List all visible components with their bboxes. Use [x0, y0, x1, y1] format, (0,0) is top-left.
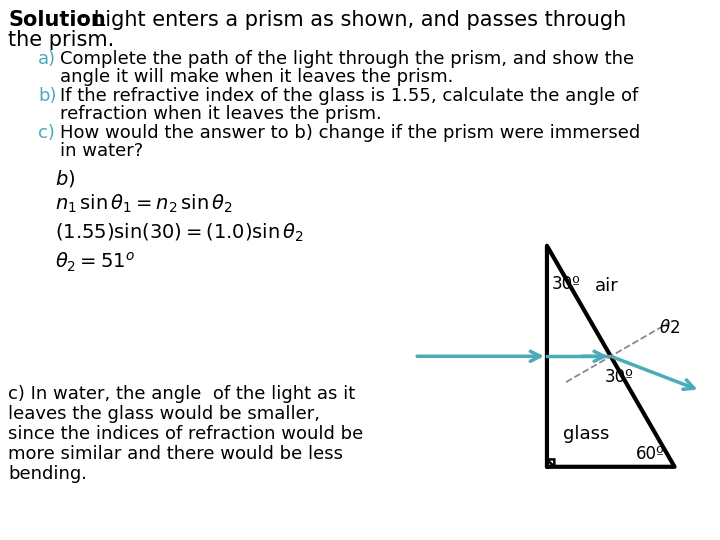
- Text: $\theta$2: $\theta$2: [659, 319, 680, 338]
- Text: c) In water, the angle  of the light as it: c) In water, the angle of the light as i…: [8, 385, 355, 403]
- Text: If the refractive index of the glass is 1.55, calculate the angle of: If the refractive index of the glass is …: [60, 87, 638, 105]
- Text: refraction when it leaves the prism.: refraction when it leaves the prism.: [60, 105, 382, 123]
- Text: b): b): [38, 87, 56, 105]
- Text: in water?: in water?: [60, 142, 143, 160]
- Text: glass: glass: [563, 424, 610, 443]
- Text: 30º: 30º: [552, 275, 581, 293]
- Text: How would the answer to b) change if the prism were immersed: How would the answer to b) change if the…: [60, 124, 640, 142]
- Text: $\theta_2 = 51^o$: $\theta_2 = 51^o$: [55, 251, 135, 274]
- Text: : Light enters a prism as shown, and passes through: : Light enters a prism as shown, and pas…: [80, 10, 626, 30]
- Text: leaves the glass would be smaller,: leaves the glass would be smaller,: [8, 405, 320, 423]
- Text: $n_1\,\sin\theta_1 = n_2\,\sin\theta_2$: $n_1\,\sin\theta_1 = n_2\,\sin\theta_2$: [55, 193, 233, 215]
- Text: bending.: bending.: [8, 465, 87, 483]
- Text: air: air: [595, 276, 618, 294]
- Text: Solution: Solution: [8, 10, 106, 30]
- Text: the prism.: the prism.: [8, 30, 114, 50]
- Text: since the indices of refraction would be: since the indices of refraction would be: [8, 425, 364, 443]
- Text: $(1.55)\sin(30) = (1.0)\sin\theta_2$: $(1.55)\sin(30) = (1.0)\sin\theta_2$: [55, 222, 304, 244]
- Text: angle it will make when it leaves the prism.: angle it will make when it leaves the pr…: [60, 68, 454, 86]
- Text: 30º: 30º: [605, 368, 634, 386]
- Text: a): a): [38, 50, 56, 68]
- Text: more similar and there would be less: more similar and there would be less: [8, 445, 343, 463]
- Text: $b)$: $b)$: [55, 168, 76, 189]
- Text: c): c): [38, 124, 55, 142]
- Text: 60º: 60º: [636, 444, 665, 463]
- Text: Complete the path of the light through the prism, and show the: Complete the path of the light through t…: [60, 50, 634, 68]
